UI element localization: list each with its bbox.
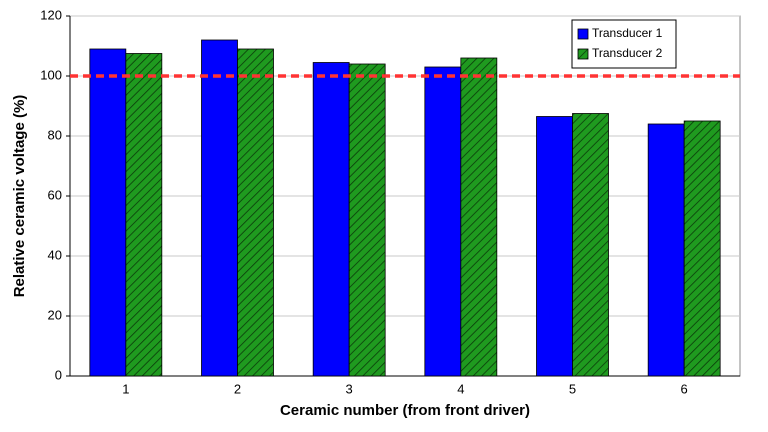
y-tick-label: 20	[48, 307, 62, 322]
bar	[572, 113, 609, 377]
y-tick-label: 100	[40, 67, 62, 82]
y-tick-label: 80	[48, 127, 62, 142]
legend-swatch	[577, 48, 589, 60]
x-tick-label: 6	[681, 381, 688, 396]
legend-box	[571, 19, 677, 69]
bar	[125, 53, 163, 377]
bar	[683, 120, 721, 377]
x-tick-label: 3	[346, 381, 353, 396]
bar	[89, 48, 127, 377]
legend-label: Transducer 2	[592, 46, 663, 60]
legend-label: Transducer 1	[592, 26, 663, 40]
y-tick-label: 0	[55, 367, 62, 382]
bar	[237, 48, 274, 377]
x-tick-label: 4	[457, 381, 464, 396]
x-tick-label: 5	[569, 381, 576, 396]
y-tick-label: 60	[48, 187, 62, 202]
y-tick-label: 120	[40, 7, 62, 22]
bar	[647, 123, 685, 377]
bar	[424, 66, 462, 377]
bar	[201, 39, 238, 377]
x-axis-title: Ceramic number (from front driver)	[280, 402, 530, 419]
legend-swatch	[577, 28, 589, 40]
x-tick-label: 2	[234, 381, 241, 396]
bar	[348, 63, 386, 377]
x-tick-label: 1	[122, 381, 129, 396]
bar	[536, 116, 573, 377]
y-tick-label: 40	[48, 247, 62, 262]
bar	[460, 57, 498, 377]
bar	[312, 62, 350, 377]
y-axis-title: Relative ceramic voltage (%)	[11, 95, 28, 298]
